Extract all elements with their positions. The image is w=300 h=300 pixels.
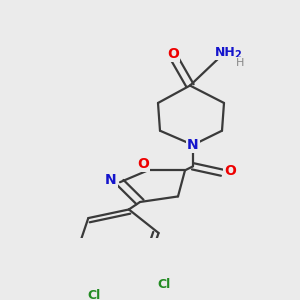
- Text: H: H: [236, 58, 244, 68]
- Text: O: O: [167, 47, 179, 61]
- Text: Cl: Cl: [157, 278, 170, 291]
- Text: NH: NH: [214, 46, 236, 59]
- Text: 2: 2: [235, 50, 242, 60]
- Text: O: O: [137, 157, 149, 171]
- Text: Cl: Cl: [88, 289, 101, 300]
- Text: O: O: [224, 164, 236, 178]
- Text: N: N: [187, 138, 199, 152]
- Text: N: N: [105, 173, 117, 187]
